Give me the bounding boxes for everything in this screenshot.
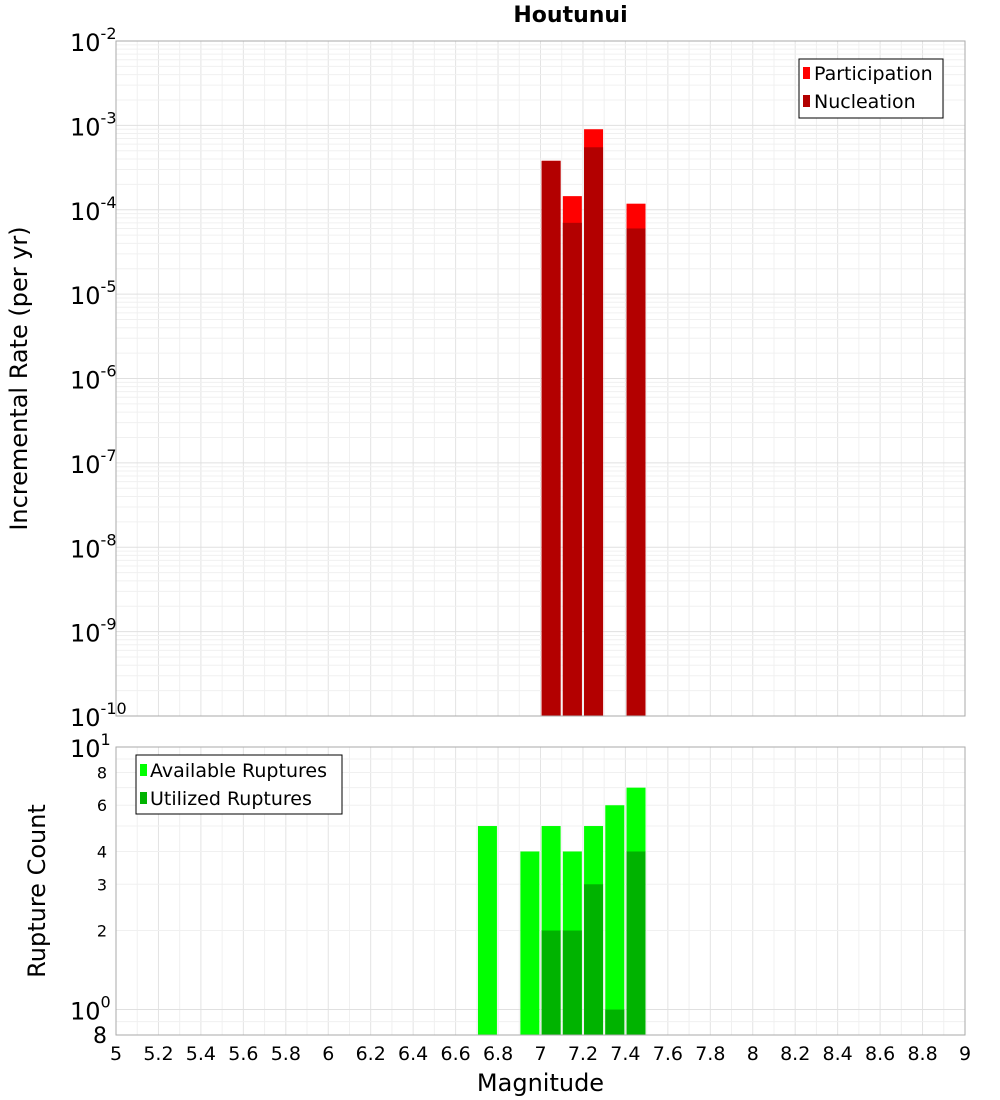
x-tick-label: 7.6 [653, 1043, 683, 1065]
x-tick-label: 6.4 [398, 1043, 428, 1065]
available-bar [520, 851, 540, 1035]
x-tick-label: 6.6 [440, 1043, 470, 1065]
top-y-tick-label: 10-3 [70, 108, 117, 141]
x-tick-label: 6 [322, 1043, 334, 1065]
x-tick-label: 8.2 [780, 1043, 810, 1065]
nucleation-bar [562, 222, 582, 716]
nucleation-bar [541, 160, 561, 717]
x-tick-label: 6.8 [483, 1043, 513, 1065]
top-y-tick-label: 10-6 [70, 362, 117, 395]
bottom-y-tick-label: 4 [97, 842, 107, 861]
x-tick-label: 7.4 [610, 1043, 640, 1065]
legend-label: Participation [814, 63, 933, 85]
x-tick-label: 6.2 [356, 1043, 386, 1065]
top-y-tick-label: 10-2 [70, 24, 117, 57]
x-tick-label: 5.6 [228, 1043, 258, 1065]
bottom-legend: Available Ruptures Utilized Ruptures [135, 754, 343, 815]
x-tick-label: 8 [747, 1043, 759, 1065]
bottom-y-tick-label: 101 [70, 730, 111, 763]
bottom-y-axis-label: Rupture Count [23, 804, 51, 978]
bottom-legend-box [135, 754, 343, 815]
legend-label: Nucleation [814, 91, 916, 113]
x-tick-label: 7.2 [568, 1043, 598, 1065]
available-bar [605, 805, 625, 1035]
legend-swatch [140, 792, 147, 804]
legend-label: Available Ruptures [150, 760, 327, 782]
x-tick-label: 8.8 [907, 1043, 937, 1065]
x-tick-label: 5.4 [186, 1043, 216, 1065]
bottom-y-tick-label: 100 [70, 993, 111, 1026]
legend-swatch [140, 764, 147, 776]
utilized-bar [584, 884, 604, 1035]
top-y-tick-label: 10-4 [70, 193, 117, 226]
x-tick-label: 8.6 [865, 1043, 895, 1065]
bottom-y-tick-label: 6 [97, 796, 107, 815]
x-tick-label: 7.8 [695, 1043, 725, 1065]
utilized-bar [626, 851, 646, 1035]
top-grid [115, 40, 966, 717]
utilized-bar [562, 930, 582, 1035]
top-y-axis-label: Incremental Rate (per yr) [5, 226, 33, 530]
bottom-plot-frame [115, 746, 966, 1036]
x-tick-label: 5.8 [271, 1043, 301, 1065]
legend-swatch [803, 67, 810, 79]
top-legend: Participation Nucleation [798, 58, 944, 119]
bottom-y-tick-label: 8 [97, 763, 107, 782]
top-plot-frame [115, 40, 966, 717]
x-tick-label: 7 [534, 1043, 546, 1065]
x-tick-label: 5.2 [143, 1043, 173, 1065]
nucleation-bars [541, 147, 646, 717]
utilized-bars [541, 851, 646, 1035]
x-axis-label: Magnitude [477, 1069, 604, 1097]
legend-swatch [803, 95, 810, 107]
available-bar [477, 826, 497, 1035]
x-tick-label: 5 [110, 1043, 122, 1065]
top-y-tick-label: 10-9 [70, 615, 117, 648]
nucleation-bar [626, 228, 646, 716]
utilized-bar [605, 1009, 625, 1035]
chart-title: Houtunui [513, 3, 627, 28]
bottom-y-tick-label: 2 [97, 922, 107, 941]
top-y-tick-label: 10-10 [70, 699, 127, 732]
x-tick-label: 9 [959, 1043, 971, 1065]
bottom-y-tick-label: 3 [97, 875, 107, 894]
top-y-tick-label: 10-8 [70, 530, 117, 563]
bottom-y-tick-label: 8 [93, 1024, 107, 1049]
nucleation-bar [584, 147, 604, 717]
top-y-tick-label: 10-5 [70, 277, 117, 310]
utilized-bar [541, 930, 561, 1035]
x-tick-label: 8.4 [823, 1043, 853, 1065]
legend-label: Utilized Ruptures [150, 788, 312, 810]
top-y-tick-label: 10-7 [70, 446, 117, 479]
top-legend-box [798, 58, 944, 119]
